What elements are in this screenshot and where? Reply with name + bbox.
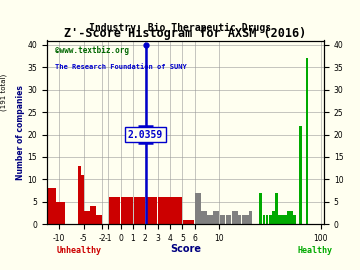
Bar [57,202,65,224]
Bar [269,215,271,224]
Bar [242,215,245,224]
Bar [96,215,102,224]
Bar [272,211,275,224]
Bar [183,220,194,224]
Bar [249,211,252,224]
Bar [245,215,249,224]
Bar [195,193,201,224]
Bar [207,215,213,224]
Bar [121,197,132,224]
Bar [90,206,96,224]
Bar [232,211,238,224]
Text: Industry: Bio Therapeutic Drugs: Industry: Bio Therapeutic Drugs [89,23,271,33]
Bar [284,215,287,224]
Bar [226,215,231,224]
Bar [262,215,265,224]
Bar [84,211,90,224]
Bar [213,211,219,224]
Bar [260,193,262,224]
Text: 2.0359: 2.0359 [127,130,163,140]
Bar [293,215,296,224]
Y-axis label: Number of companies: Number of companies [15,85,24,180]
Bar [78,166,81,224]
Text: Healthy: Healthy [298,246,333,255]
Bar [275,193,278,224]
Bar [281,215,284,224]
Bar [201,211,207,224]
Bar [158,197,170,224]
Bar [287,211,290,224]
Bar [266,215,269,224]
X-axis label: Score: Score [170,244,201,254]
Text: The Research Foundation of SUNY: The Research Foundation of SUNY [55,64,187,70]
Bar [146,197,157,224]
Bar [109,197,120,224]
Bar [81,175,84,224]
Bar [47,188,56,224]
Text: (191 total): (191 total) [1,73,7,110]
Bar [290,211,293,224]
Bar [220,215,225,224]
Bar [171,197,182,224]
Text: ©www.textbiz.org: ©www.textbiz.org [55,46,129,55]
Bar [134,197,145,224]
Bar [278,215,281,224]
Text: Unhealthy: Unhealthy [57,246,102,255]
Title: Z'-Score Histogram for AXSM (2016): Z'-Score Histogram for AXSM (2016) [64,28,306,40]
Bar [238,215,241,224]
Bar [306,58,309,224]
Bar [300,126,302,224]
